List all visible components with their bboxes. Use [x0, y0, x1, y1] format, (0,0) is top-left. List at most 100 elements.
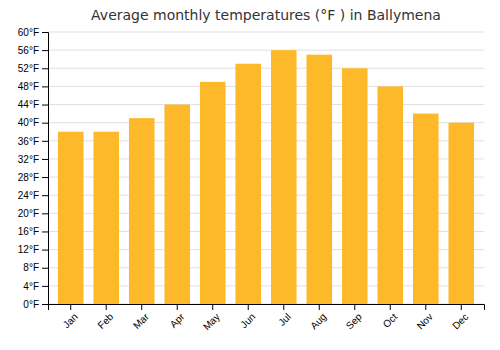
tick-label: May: [201, 311, 222, 332]
tick-mark: [42, 177, 48, 178]
tick: Nov: [415, 304, 435, 331]
tick-mark: [42, 213, 48, 214]
tick: 20°F: [18, 208, 48, 219]
tick-mark: [425, 304, 426, 310]
tick: 44°F: [18, 99, 48, 110]
tick: Jan: [61, 304, 80, 330]
tick-mark: [106, 304, 107, 310]
tick-label: Mar: [131, 311, 151, 331]
grid-line: [48, 32, 484, 33]
tick: May: [201, 304, 222, 332]
tick-label: 48°F: [18, 81, 39, 92]
tick: Jul: [276, 304, 293, 328]
tick-mark: [42, 86, 48, 87]
tick: Jun: [238, 304, 257, 330]
grid-line: [48, 86, 484, 87]
tick-label: Feb: [95, 311, 115, 331]
tick: 32°F: [18, 154, 48, 165]
plot: 0°F4°F8°F12°F16°F20°F24°F28°F32°F36°F40°…: [18, 27, 485, 333]
bar: [377, 86, 403, 304]
tick-mark: [461, 304, 462, 310]
bar: [58, 132, 84, 304]
title: Average monthly temperatures (°F ) in Ba…: [91, 7, 441, 23]
tick-label: Oct: [381, 311, 400, 330]
tick-label: Sep: [344, 311, 365, 332]
bar: [448, 123, 474, 304]
tick-mark: [354, 304, 355, 310]
tick: 60°F: [18, 27, 48, 38]
tick: 0°F: [23, 299, 48, 310]
tick-mark: [42, 50, 48, 51]
axis-line: [49, 305, 485, 311]
tick-label: 32°F: [18, 154, 39, 165]
bar: [235, 64, 261, 304]
bar: [164, 105, 190, 304]
tick-mark: [177, 304, 178, 310]
y-axis: 0°F4°F8°F12°F16°F20°F24°F28°F32°F36°F40°…: [18, 27, 49, 310]
tick: 4°F: [23, 281, 48, 292]
tick: Dec: [450, 304, 470, 331]
tick-label: 16°F: [18, 226, 39, 237]
tick-mark: [212, 304, 213, 310]
tick: 56°F: [18, 45, 48, 56]
bar: [342, 68, 368, 304]
tick-label: 20°F: [18, 208, 39, 219]
tick-mark: [141, 304, 142, 310]
tick-mark: [42, 268, 48, 269]
tick-label: 40°F: [18, 117, 39, 128]
tick-label: Apr: [168, 311, 187, 330]
bar: [413, 114, 439, 304]
tick-mark: [42, 105, 48, 106]
tick: Sep: [344, 304, 365, 331]
tick-mark: [42, 68, 48, 69]
tick: 36°F: [18, 136, 48, 147]
tick-label: Dec: [450, 311, 470, 331]
tick-label: Nov: [415, 311, 435, 331]
tick: 48°F: [18, 81, 48, 92]
grid-line: [48, 68, 484, 69]
tick-mark: [42, 231, 48, 232]
tick: 16°F: [18, 226, 48, 237]
tick-mark: [390, 304, 391, 310]
x-axis: JanFebMarAprMayJunJulAugSepOctNovDec: [49, 304, 485, 332]
grid-line: [48, 104, 484, 105]
tick-mark: [42, 304, 48, 305]
tick-label: 12°F: [18, 244, 39, 255]
tick: Oct: [381, 304, 400, 330]
tick-mark: [248, 304, 249, 310]
tick: 52°F: [18, 63, 48, 74]
tick-label: 28°F: [18, 172, 39, 183]
tick-mark: [70, 304, 71, 310]
bars: [58, 50, 474, 304]
tick-label: 44°F: [18, 99, 39, 110]
tick-mark: [42, 141, 48, 142]
tick: Mar: [131, 304, 151, 331]
tick-label: Jul: [276, 311, 293, 328]
tick-mark: [42, 195, 48, 196]
chart: 0°F4°F8°F12°F16°F20°F24°F28°F32°F36°F40°…: [0, 0, 500, 350]
tick-label: Jan: [61, 311, 80, 330]
tick-label: 0°F: [23, 299, 39, 310]
tick-label: 24°F: [18, 190, 39, 201]
bar: [200, 82, 226, 304]
bar: [129, 118, 155, 304]
grid-line: [48, 50, 484, 51]
tick-mark: [283, 304, 284, 310]
tick: Apr: [168, 304, 187, 330]
bar: [93, 132, 119, 304]
tick: 40°F: [18, 117, 48, 128]
tick-mark: [42, 159, 48, 160]
tick-mark: [42, 286, 48, 287]
tick: Feb: [95, 304, 115, 331]
tick-label: 36°F: [18, 136, 39, 147]
tick: 28°F: [18, 172, 48, 183]
bar: [306, 55, 332, 304]
tick-label: 4°F: [23, 281, 39, 292]
tick-label: Jun: [238, 311, 257, 330]
tick: 12°F: [18, 244, 48, 255]
tick-label: 60°F: [18, 27, 39, 38]
grid: [48, 32, 484, 304]
tick: 24°F: [18, 190, 48, 201]
tick-label: 56°F: [18, 45, 39, 56]
tick-label: 52°F: [18, 63, 39, 74]
